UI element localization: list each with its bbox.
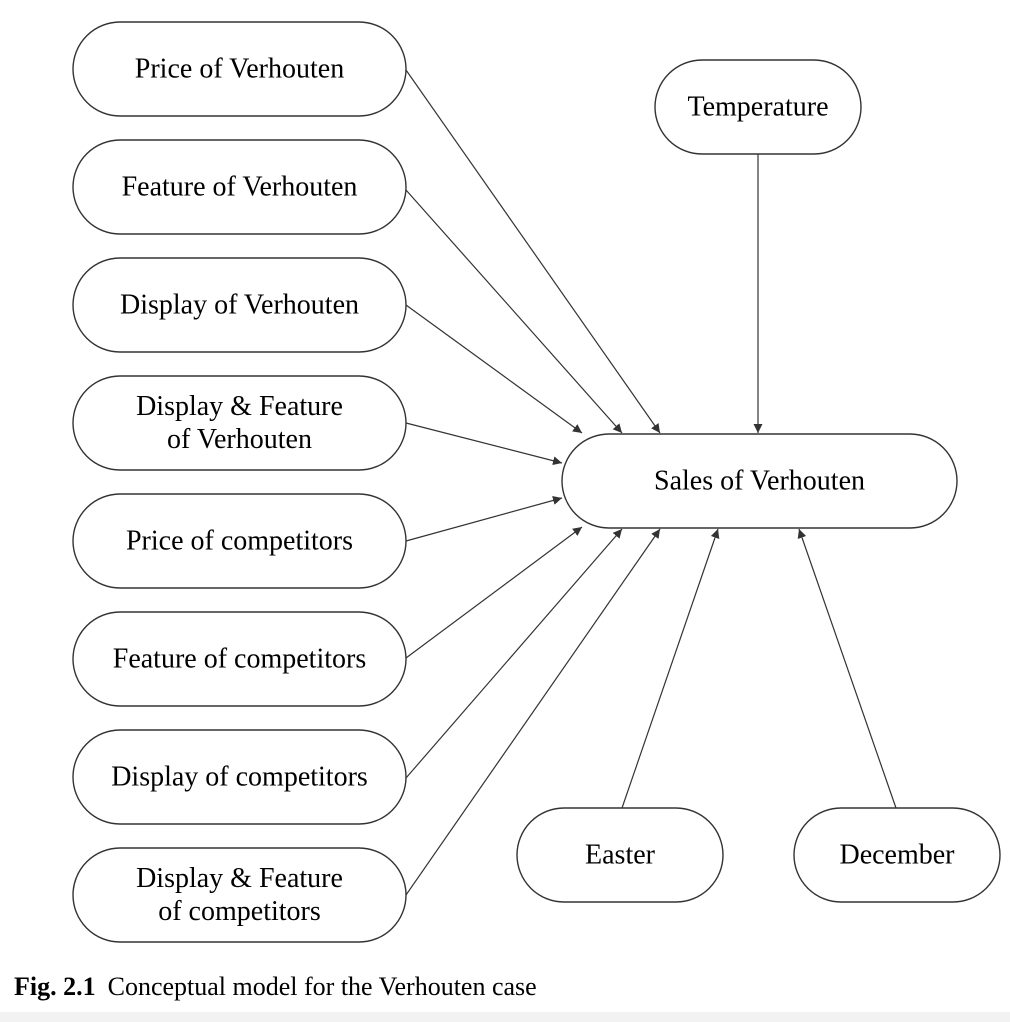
node-box: [72, 493, 407, 589]
arrow-display-v-to-sales: [405, 304, 583, 434]
node-box: [72, 611, 407, 707]
arrow-price-v-to-sales: [405, 69, 661, 434]
node-label: Display & Feature: [136, 863, 343, 894]
node-label: Feature of competitors: [113, 644, 366, 675]
arrow-december-to-sales: [797, 528, 897, 809]
arrow-feature-v-to-sales: [405, 189, 623, 434]
node-display-c: Display of competitors: [72, 729, 407, 825]
node-label: December: [839, 840, 955, 871]
node-box: [516, 807, 724, 903]
node-label: of competitors: [158, 896, 321, 927]
node-box: [72, 21, 407, 117]
node-label: Sales of Verhouten: [654, 466, 865, 497]
node-display-v: Display of Verhouten: [72, 257, 407, 353]
node-feature-v: Feature of Verhouten: [72, 139, 407, 235]
node-label: of Verhouten: [167, 424, 312, 455]
arrow-easter-to-sales: [621, 528, 720, 809]
node-temperature: Temperature: [654, 59, 862, 155]
node-box: [72, 847, 407, 943]
page-bottom-edge: [0, 1012, 1010, 1022]
node-box: [72, 729, 407, 825]
node-december: December: [793, 807, 1001, 903]
node-price-c: Price of competitors: [72, 493, 407, 589]
node-box: [72, 375, 407, 471]
arrow-dispfeat-v-to-sales: [405, 422, 563, 466]
node-feature-c: Feature of competitors: [72, 611, 407, 707]
node-easter: Easter: [516, 807, 724, 903]
node-sales: Sales of Verhouten: [561, 433, 958, 529]
figure-caption: Fig. 2.1 Conceptual model for the Verhout…: [14, 972, 537, 1002]
node-label: Display of competitors: [111, 762, 368, 793]
node-price-v: Price of Verhouten: [72, 21, 407, 117]
node-label: Feature of Verhouten: [122, 172, 358, 203]
node-label: Display & Feature: [136, 391, 343, 422]
node-label: Temperature: [687, 92, 828, 123]
figure-label: Fig. 2.1: [14, 972, 96, 1001]
node-label: Easter: [585, 840, 656, 871]
node-box: [72, 257, 407, 353]
edges-layer: [405, 69, 897, 896]
node-label: Price of competitors: [126, 526, 353, 557]
arrow-price-c-to-sales: [405, 496, 563, 542]
nodes-layer: Price of Verhouten Feature of Verhouten Di…: [72, 21, 1001, 943]
node-label: Display of Verhouten: [120, 290, 359, 321]
node-label: Price of Verhouten: [135, 54, 344, 85]
figure-caption-text: Conceptual model for the Verhouten case: [107, 972, 537, 1001]
node-box: [793, 807, 1001, 903]
node-box: [654, 59, 862, 155]
node-box: [561, 433, 958, 529]
arrow-display-c-to-sales: [405, 528, 623, 779]
arrow-feature-c-to-sales: [405, 526, 583, 659]
arrow-dispfeat-c-to-sales: [405, 528, 661, 896]
node-box: [72, 139, 407, 235]
conceptual-model-diagram: Price of Verhouten Feature of Verhouten Di…: [72, 21, 1001, 943]
